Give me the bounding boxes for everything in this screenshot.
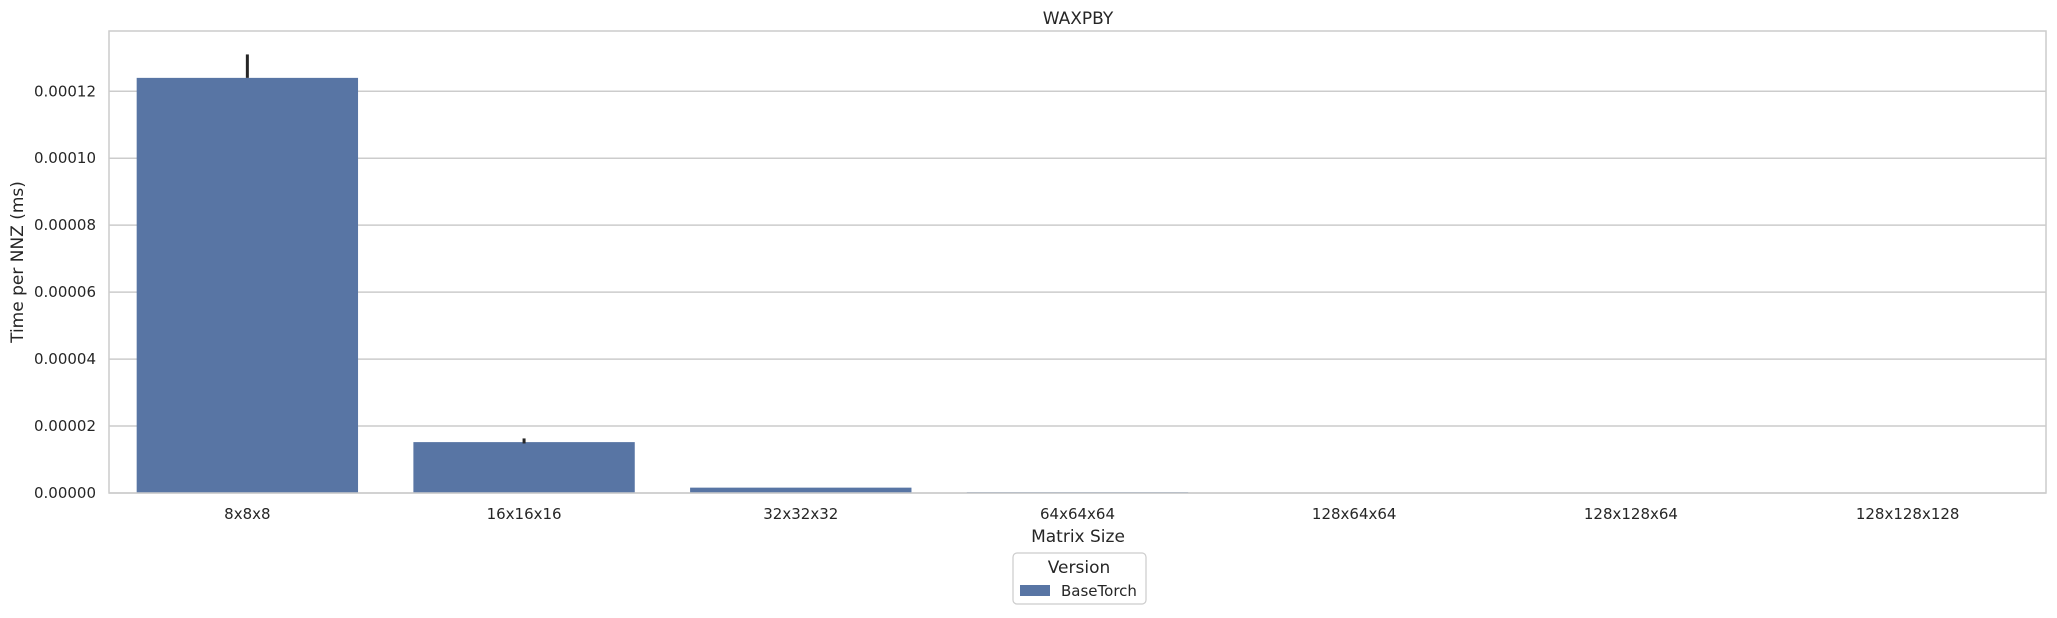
x-axis-label: Matrix Size — [1031, 527, 1125, 547]
bar-32x32x32 — [690, 488, 911, 493]
x-tick-label: 64x64x64 — [1040, 505, 1115, 523]
plot-frame — [109, 31, 2046, 493]
y-tick-label: 0.00008 — [34, 216, 96, 234]
x-tick-label: 8x8x8 — [224, 505, 270, 523]
x-tick-label: 128x64x64 — [1312, 505, 1397, 523]
y-tick-label: 0.00010 — [34, 149, 96, 167]
y-tick-label: 0.00000 — [34, 484, 96, 502]
x-tick-label: 32x32x32 — [763, 505, 838, 523]
legend-swatch-basetorch — [1020, 585, 1050, 596]
legend: Version BaseTorch — [1013, 553, 1146, 604]
bar-16x16x16 — [413, 442, 634, 493]
legend-label-basetorch: BaseTorch — [1061, 582, 1137, 600]
x-tick-label: 16x16x16 — [487, 505, 562, 523]
grid-lines — [109, 91, 2046, 493]
y-tick-label: 0.00004 — [34, 350, 96, 368]
y-axis-label: Time per NNZ (ms) — [8, 181, 28, 344]
x-tick-label: 128x128x64 — [1584, 505, 1678, 523]
x-tick-label: 128x128x128 — [1856, 505, 1960, 523]
y-tick-label: 0.00012 — [34, 82, 96, 100]
y-tick-label: 0.00006 — [34, 283, 96, 301]
legend-title: Version — [1048, 558, 1111, 578]
bars — [137, 78, 2019, 493]
y-tick-label: 0.00002 — [34, 417, 96, 435]
y-axis-ticks: 0.00000 0.00002 0.00004 0.00006 0.00008 0.000… — [34, 82, 96, 502]
bar-8x8x8 — [137, 78, 358, 493]
x-axis-ticks: 8x8x8 16x16x16 32x32x32 64x64x64 128x64x64 12… — [224, 505, 1959, 523]
chart-title: WAXPBY — [1043, 9, 1114, 29]
